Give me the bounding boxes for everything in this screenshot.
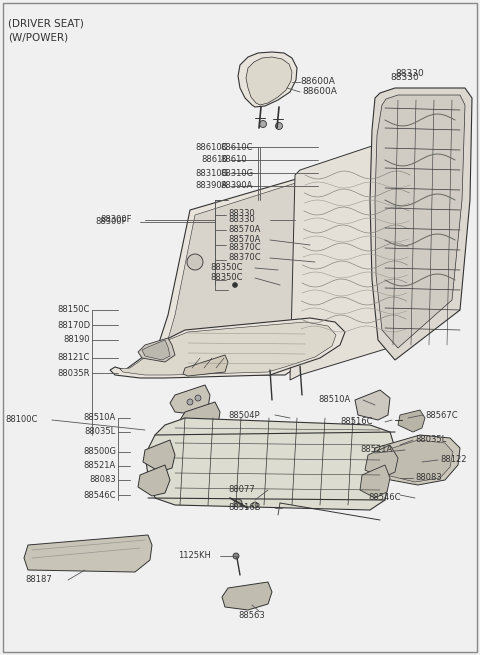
Text: 88083: 88083: [89, 476, 116, 485]
Polygon shape: [398, 410, 425, 432]
Text: 88190: 88190: [63, 335, 90, 345]
Text: (DRIVER SEAT): (DRIVER SEAT): [8, 18, 84, 28]
Circle shape: [276, 122, 283, 130]
Text: 88035L: 88035L: [415, 436, 446, 445]
Polygon shape: [246, 57, 292, 105]
Text: 88330: 88330: [228, 208, 255, 217]
Polygon shape: [138, 465, 170, 496]
Circle shape: [260, 121, 266, 128]
Circle shape: [233, 553, 239, 559]
Text: 88504P: 88504P: [228, 411, 260, 419]
Polygon shape: [370, 88, 472, 360]
Text: 88570A: 88570A: [228, 236, 260, 244]
Polygon shape: [138, 338, 175, 362]
Polygon shape: [372, 435, 460, 485]
Circle shape: [195, 395, 201, 401]
Polygon shape: [143, 440, 175, 472]
Text: 88390A: 88390A: [220, 181, 252, 191]
Text: 88510A: 88510A: [84, 413, 116, 422]
Text: 88122: 88122: [440, 455, 467, 464]
Polygon shape: [120, 322, 336, 375]
Text: 88150C: 88150C: [58, 305, 90, 314]
Text: 88310G: 88310G: [220, 168, 253, 178]
Circle shape: [234, 499, 242, 507]
Polygon shape: [222, 582, 272, 610]
Text: 88516C: 88516C: [340, 417, 372, 426]
Polygon shape: [145, 418, 395, 510]
Circle shape: [252, 502, 258, 508]
Text: 88330: 88330: [390, 73, 419, 83]
Polygon shape: [170, 385, 210, 415]
Text: 88610C: 88610C: [220, 143, 252, 151]
Text: 88035L: 88035L: [85, 428, 116, 436]
Text: 88546C: 88546C: [84, 491, 116, 500]
Polygon shape: [290, 130, 425, 380]
Text: 88300F: 88300F: [100, 215, 132, 225]
Text: 88330: 88330: [228, 215, 255, 225]
Polygon shape: [142, 340, 170, 360]
Circle shape: [187, 254, 203, 270]
Text: 88370C: 88370C: [228, 253, 261, 263]
Polygon shape: [360, 465, 390, 498]
Text: 88521A: 88521A: [360, 445, 392, 455]
Text: 88350C: 88350C: [210, 274, 242, 282]
Polygon shape: [110, 318, 345, 378]
Text: 88083: 88083: [415, 474, 442, 483]
Text: 88500G: 88500G: [83, 447, 116, 457]
Text: 88310G: 88310G: [195, 168, 228, 178]
Text: 88521A: 88521A: [84, 462, 116, 470]
Text: 88570A: 88570A: [228, 225, 260, 234]
Text: 88170D: 88170D: [57, 320, 90, 329]
Polygon shape: [238, 52, 297, 107]
Circle shape: [187, 399, 193, 405]
Text: 88563: 88563: [238, 610, 265, 620]
Polygon shape: [375, 95, 465, 348]
Polygon shape: [376, 440, 453, 482]
Text: 88510A: 88510A: [318, 396, 350, 405]
Text: 88567C: 88567C: [425, 411, 457, 419]
Text: 88610: 88610: [202, 155, 228, 164]
Text: 88035R: 88035R: [58, 369, 90, 377]
Text: 88330: 88330: [395, 69, 424, 77]
Polygon shape: [24, 535, 152, 572]
Text: 88610C: 88610C: [195, 143, 228, 151]
Text: 1125KH: 1125KH: [178, 552, 211, 561]
Polygon shape: [365, 445, 398, 478]
Polygon shape: [183, 355, 228, 376]
Text: 88600A: 88600A: [300, 77, 335, 86]
Text: 88516B: 88516B: [228, 504, 261, 512]
Text: 88077: 88077: [228, 485, 255, 495]
Text: 88187: 88187: [25, 576, 52, 584]
Text: 88121C: 88121C: [58, 354, 90, 362]
Text: 88350C: 88350C: [210, 263, 242, 272]
Circle shape: [232, 282, 238, 288]
Polygon shape: [145, 168, 340, 375]
Polygon shape: [158, 175, 326, 365]
Text: 88300F: 88300F: [95, 217, 127, 227]
Text: (W/POWER): (W/POWER): [8, 32, 68, 42]
Text: 88390A: 88390A: [196, 181, 228, 191]
Polygon shape: [180, 402, 220, 432]
Text: 88600A: 88600A: [302, 88, 337, 96]
Polygon shape: [355, 390, 390, 420]
Text: 88610: 88610: [220, 155, 247, 164]
Text: 88546C: 88546C: [368, 493, 400, 502]
Text: 88370C: 88370C: [228, 244, 261, 252]
Text: 88100C: 88100C: [5, 415, 37, 424]
